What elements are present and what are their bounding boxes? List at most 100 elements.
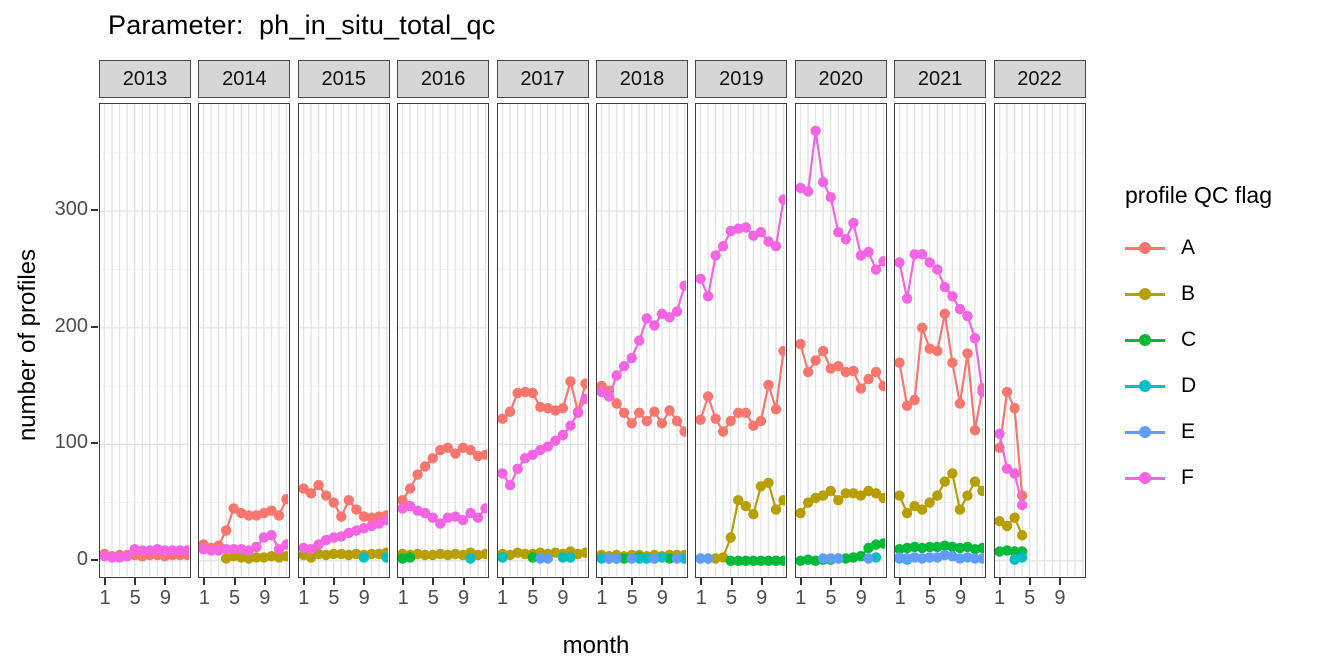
facet-strip-2015: 2015	[297, 60, 390, 98]
x-tick-label-2014-1: 1	[198, 587, 210, 609]
facet-strip-2017: 2017	[496, 60, 589, 98]
legend-label-C: C	[1181, 328, 1197, 351]
series-C-2021	[895, 540, 985, 555]
series-F-2013	[100, 544, 189, 563]
series-B-2021	[895, 468, 985, 519]
series-A-2021	[895, 308, 985, 436]
x-tick-mark-2020-9	[860, 578, 863, 585]
x-tick-mark-2017-9	[561, 578, 564, 585]
series-B-2019	[696, 477, 786, 564]
x-tick-mark-2017-1	[501, 578, 504, 585]
series-F-2022	[994, 428, 1027, 511]
x-tick-label-2020-1: 1	[795, 587, 807, 609]
series-A-2016	[398, 442, 488, 506]
series-E-2019	[696, 553, 714, 564]
x-tick-label-2015-5: 5	[328, 587, 340, 609]
x-tick-mark-2014-9	[263, 578, 266, 585]
x-tick-mark-2015-5	[332, 578, 335, 585]
facet-panel-2016	[397, 103, 490, 578]
y-tick-mark-0	[91, 558, 98, 561]
legend-entry-D: D	[1125, 374, 1272, 397]
legend-entry-A: A	[1125, 236, 1272, 259]
facet-2021: 2021 1 5 9	[894, 60, 987, 620]
legend-entry-E: E	[1125, 420, 1272, 443]
legend-dot-F	[1139, 472, 1151, 484]
x-tick-mark-2020-1	[799, 578, 802, 585]
x-tick-label-2018-9: 9	[656, 587, 668, 609]
y-tick-label-200: 200	[54, 314, 88, 337]
facet-strip-2022: 2022	[993, 60, 1086, 98]
x-tick-label-2019-1: 1	[695, 587, 707, 609]
series-B-2014	[221, 551, 289, 564]
legend-key-B-icon	[1125, 283, 1165, 305]
x-tick-mark-2018-5	[631, 578, 634, 585]
series-D-2017	[497, 552, 576, 563]
series-D-2015	[358, 552, 388, 563]
series-F-2017	[497, 393, 587, 491]
series-F-2021	[895, 249, 985, 398]
x-tick-label-2013-5: 5	[129, 587, 141, 609]
series-E-2017	[534, 553, 553, 564]
series-E-2020	[817, 553, 874, 564]
x-tick-label-2019-5: 5	[725, 587, 738, 609]
legend-entry-B: B	[1125, 282, 1272, 305]
x-tick-label-2022-1: 1	[993, 587, 1006, 609]
facet-2020: 2020 1 5 9	[794, 60, 887, 620]
facet-2016: 2016 1 5 9	[397, 60, 490, 620]
legend-key-C-icon	[1125, 329, 1165, 351]
facet-panel-2015	[297, 103, 390, 578]
x-tick-label-2017-9: 9	[557, 587, 569, 609]
legend-label-B: B	[1181, 282, 1196, 305]
series-C-2016	[398, 552, 416, 564]
facet-panel-2021	[894, 103, 987, 578]
legend-title: profile QC flag	[1125, 182, 1273, 208]
series-B-2020	[795, 485, 885, 519]
x-tick-mark-2018-1	[600, 578, 603, 585]
legend-key-F-icon	[1125, 467, 1165, 489]
x-tick-label-2016-1: 1	[397, 587, 409, 609]
x-axis-title: month	[562, 632, 630, 659]
x-tick-mark-2019-9	[760, 578, 763, 585]
y-tick-label-0: 0	[76, 547, 88, 570]
x-tick-label-2015-9: 9	[358, 587, 370, 609]
legend-key-E-icon	[1125, 421, 1165, 443]
facet-2022: 2022 1 5 9	[993, 60, 1086, 620]
legend-label-A: A	[1181, 236, 1196, 259]
facet-2014: 2014 1 5 9	[198, 60, 291, 620]
legend-key-D-icon	[1125, 375, 1165, 397]
x-tick-label-2013-1: 1	[99, 587, 111, 609]
facet-panel-2018	[595, 103, 688, 578]
x-tick-mark-2022-1	[998, 578, 1001, 585]
x-tick-label-2015-1: 1	[298, 587, 310, 609]
series-F-2020	[795, 125, 885, 275]
x-tick-label-2016-9: 9	[458, 587, 470, 609]
x-tick-label-2019-9: 9	[756, 587, 768, 609]
x-tick-mark-2015-1	[302, 578, 305, 585]
x-tick-label-2022-9: 9	[1054, 587, 1066, 609]
y-tick-mark-300	[91, 209, 98, 212]
x-tick-mark-2016-9	[462, 578, 465, 585]
x-tick-mark-2016-1	[402, 578, 405, 585]
x-tick-mark-2022-5	[1028, 578, 1031, 585]
x-tick-mark-2014-1	[203, 578, 206, 585]
legend-dot-D	[1139, 380, 1151, 392]
x-tick-label-2021-1: 1	[894, 587, 906, 609]
legend-label-E: E	[1181, 420, 1196, 443]
x-tick-mark-2018-9	[661, 578, 664, 585]
x-tick-label-2016-5: 5	[427, 587, 439, 609]
x-tick-label-2014-5: 5	[229, 587, 241, 609]
series-F-2016	[398, 500, 488, 529]
x-tick-label-2021-9: 9	[954, 587, 967, 609]
facet-strip-2013: 2013	[99, 60, 191, 98]
x-tick-label-2013-9: 9	[159, 587, 171, 609]
legend-label-D: D	[1181, 374, 1197, 397]
series-A-2019	[696, 345, 786, 437]
